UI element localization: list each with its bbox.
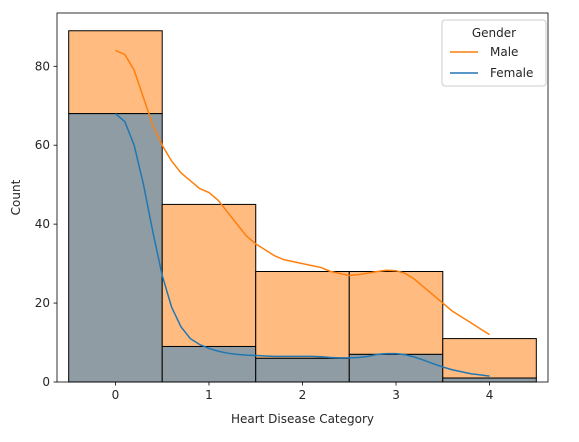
y-tick-label: 60 (35, 138, 50, 152)
kde-line-female (114, 113, 490, 377)
bar-female (348, 353, 444, 383)
x-tick-label: 1 (205, 388, 213, 402)
bar-male (161, 203, 257, 347)
legend-label-male: Male (490, 45, 518, 59)
y-tick-label: 80 (35, 59, 50, 73)
legend: Gender Male Female (441, 19, 547, 87)
legend-items: Male Female (450, 45, 533, 80)
y-axis-label: Count (9, 179, 23, 215)
legend-label-female: Female (490, 66, 533, 80)
y-tick-label: 40 (35, 217, 50, 231)
y-tick-label: 20 (35, 296, 50, 310)
x-axis: 0 1 2 3 4 (112, 382, 494, 402)
bar-female (442, 377, 537, 383)
x-tick-label: 2 (299, 388, 307, 402)
y-tick-label: 0 (42, 375, 50, 389)
kde-layer (114, 49, 490, 377)
bar-female (255, 357, 350, 383)
bar-male (255, 270, 350, 359)
bar-male (442, 338, 537, 379)
bar-female (68, 113, 163, 383)
y-axis: 0 20 40 60 80 (35, 59, 57, 389)
x-tick-label: 3 (392, 388, 400, 402)
bar-female (161, 345, 257, 383)
legend-box (441, 19, 547, 87)
kde-line-male (115, 49, 490, 336)
legend-title: Gender (472, 26, 516, 40)
bar-male (68, 30, 163, 115)
x-tick-label: 4 (486, 388, 494, 402)
bar-male (348, 270, 444, 355)
x-axis-label: Heart Disease Category (231, 412, 374, 426)
bars-layer (68, 30, 537, 383)
x-tick-label: 0 (112, 388, 120, 402)
